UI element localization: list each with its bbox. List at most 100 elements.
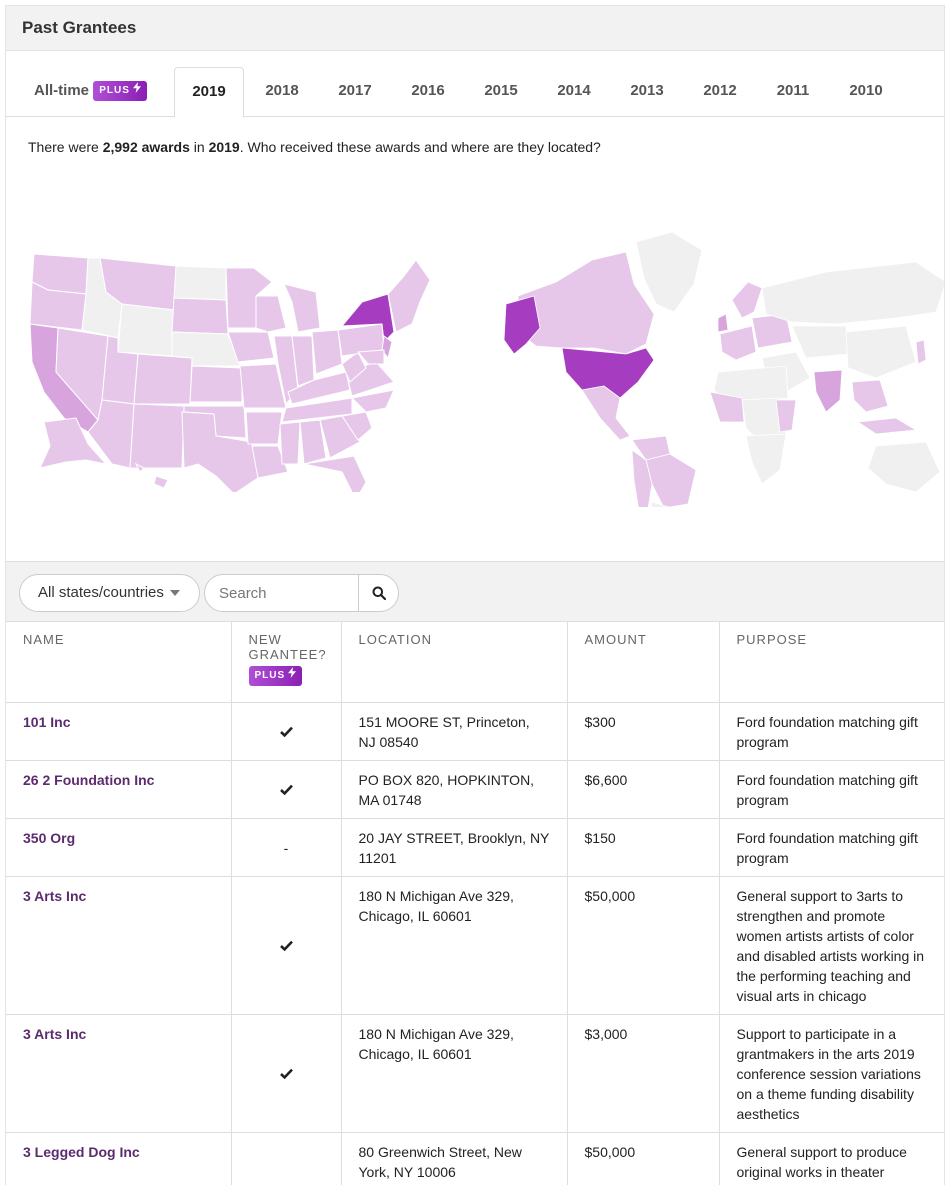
panel-header: Past Grantees	[6, 6, 944, 51]
cell-name: 26 2 Foundation Inc	[6, 760, 232, 819]
tab-2013[interactable]: 2013	[612, 67, 682, 117]
header-location[interactable]: LOCATION	[341, 622, 568, 703]
tab-label: 2018	[265, 82, 299, 99]
grantee-link[interactable]: 350 Org	[23, 829, 76, 846]
header-new-grantee-line1: NEW	[248, 632, 282, 647]
tab-2017[interactable]: 2017	[320, 67, 390, 117]
world-map[interactable]	[496, 222, 945, 507]
past-grantees-panel: Past Grantees All-time PLUS 2019 2018 20…	[5, 5, 945, 1185]
search-button[interactable]	[358, 575, 398, 611]
state-ks	[189, 365, 243, 403]
tab-2011[interactable]: 2011	[758, 67, 828, 117]
summary-year: 2019	[208, 139, 240, 155]
cell-purpose: Ford foundation matching gift program	[719, 818, 944, 877]
location-filter-label: All states/countries	[38, 584, 164, 601]
country-west-africa	[709, 391, 745, 423]
grantee-link[interactable]: 101 Inc	[23, 713, 71, 730]
country-india	[813, 369, 843, 413]
tab-2015[interactable]: 2015	[466, 67, 536, 117]
state-ia	[227, 331, 275, 363]
cell-new-grantee	[231, 876, 342, 1015]
header-new-grantee[interactable]: NEW GRANTEE? PLUS	[231, 622, 342, 703]
state-la	[251, 445, 289, 479]
tab-2018[interactable]: 2018	[247, 67, 317, 117]
tab-label: 2012	[703, 82, 737, 99]
state-mi	[283, 283, 321, 333]
tab-all-time[interactable]: All-time PLUS	[20, 67, 170, 117]
cell-purpose: General support to produce original work…	[719, 1132, 944, 1185]
awards-summary: There were 2,992 awards in 2019. Who rec…	[6, 117, 944, 172]
country-usa	[561, 347, 655, 399]
tab-label: 2010	[849, 82, 883, 99]
award-count: 2,992 awards	[102, 139, 190, 155]
state-sd	[171, 297, 229, 335]
cell-new-grantee: -	[231, 818, 342, 877]
tab-2016[interactable]: 2016	[393, 67, 463, 117]
plus-badge: PLUS	[248, 666, 303, 686]
tab-2012[interactable]: 2012	[685, 67, 755, 117]
state-ar	[245, 411, 283, 445]
header-amount[interactable]: AMOUNT	[567, 622, 720, 703]
location-filter-select[interactable]: All states/countries	[19, 574, 200, 612]
cell-purpose: Ford foundation matching gift program	[719, 702, 944, 761]
country-western-europe	[719, 325, 757, 361]
panel-title: Past Grantees	[22, 18, 137, 37]
country-brazil	[645, 453, 697, 507]
country-uk	[717, 313, 729, 333]
grantee-link[interactable]: 3 Arts Inc	[23, 887, 87, 904]
cell-location: 180 N Michigan Ave 329, Chicago, IL 6060…	[341, 1014, 568, 1133]
country-australia	[867, 441, 941, 493]
state-ga	[319, 415, 361, 459]
tab-label: 2017	[338, 82, 372, 99]
check-icon	[279, 784, 293, 795]
check-icon	[279, 1068, 293, 1079]
state-nc	[350, 389, 395, 413]
cell-name: 3 Legged Dog Inc	[6, 1132, 232, 1185]
tab-label: 2014	[557, 82, 591, 99]
cell-location: 180 N Michigan Ave 329, Chicago, IL 6060…	[341, 876, 568, 1015]
cell-amount: $50,000	[567, 876, 720, 1015]
us-states-map[interactable]	[16, 232, 436, 492]
summary-text: in	[189, 139, 209, 155]
grantees-table: NAME NEW GRANTEE? PLUS LOCATION AMOUNT P…	[6, 622, 944, 1185]
table-row: 3 Arts Inc 180 N Michigan Ave 329, Chicag…	[6, 876, 944, 1015]
tab-2019[interactable]: 2019	[174, 67, 244, 118]
tab-label: 2016	[411, 82, 445, 99]
country-japan	[915, 339, 927, 365]
state-ny	[340, 293, 395, 344]
year-tabs: All-time PLUS 2019 2018 2017 2016 2015 2…	[6, 51, 944, 118]
header-name[interactable]: NAME	[6, 622, 232, 703]
table-row: 101 Inc 151 MOORE ST, Princeton, NJ 08540…	[6, 702, 944, 761]
country-scandinavia	[731, 281, 763, 319]
country-china	[845, 325, 917, 379]
summary-text: . Who received these awards and where ar…	[239, 139, 601, 155]
grantee-link[interactable]: 3 Arts Inc	[23, 1025, 87, 1042]
caret-down-icon	[169, 590, 180, 597]
check-icon	[279, 940, 293, 951]
tab-2010[interactable]: 2010	[831, 67, 901, 117]
cell-amount: $6,600	[567, 760, 720, 819]
filter-bar: All states/countries	[6, 562, 944, 622]
grantee-link[interactable]: 26 2 Foundation Inc	[23, 771, 155, 788]
cell-location: 20 JAY STREET, Brooklyn, NY 11201	[341, 818, 568, 877]
state-ak	[39, 417, 108, 469]
table-row: 26 2 Foundation Inc PO BOX 820, HOPKINTON…	[6, 760, 944, 819]
country-us-alaska	[503, 295, 541, 355]
search-input[interactable]	[205, 575, 359, 611]
state-wv	[341, 351, 367, 383]
country-southeast-asia	[851, 379, 889, 413]
header-purpose[interactable]: PURPOSE	[719, 622, 944, 703]
plus-badge-label: PLUS	[99, 85, 130, 97]
cell-amount: $50,000	[567, 1132, 720, 1185]
cell-name: 3 Arts Inc	[6, 1014, 232, 1133]
tab-2014[interactable]: 2014	[539, 67, 609, 117]
summary-text: There were	[28, 139, 103, 155]
state-oh	[311, 329, 343, 375]
state-hi	[134, 462, 169, 489]
state-ms	[279, 421, 301, 465]
state-tx	[181, 411, 259, 492]
tab-label: 2015	[484, 82, 518, 99]
cell-new-grantee	[231, 1014, 342, 1133]
tab-label: 2013	[630, 82, 664, 99]
grantee-link[interactable]: 3 Legged Dog Inc	[23, 1143, 140, 1160]
